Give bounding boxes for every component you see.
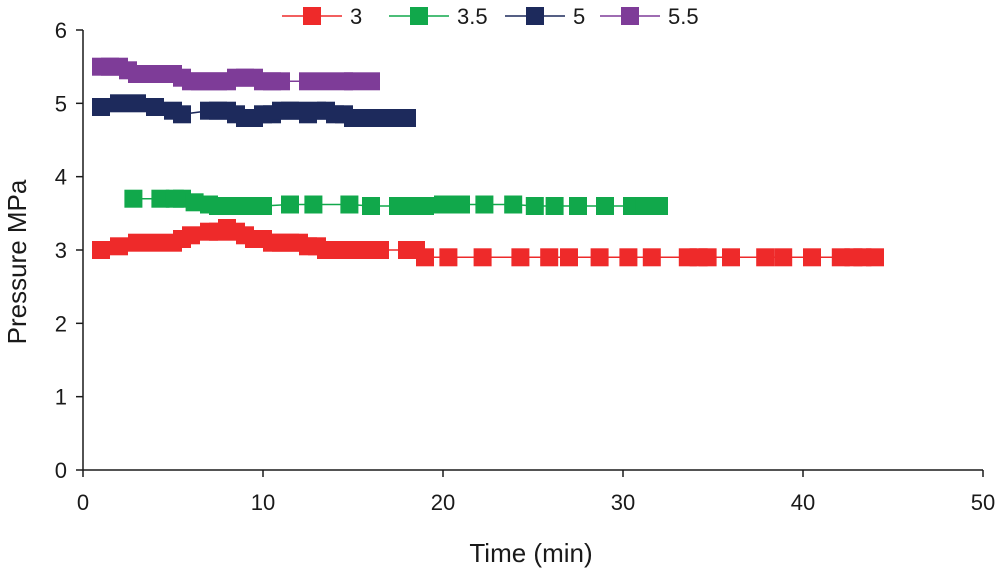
data-point [92,98,110,116]
data-point [254,197,272,215]
data-point [434,195,452,214]
legend-marker [303,7,321,25]
data-point [866,248,884,267]
y-tick-label: 6 [55,18,67,43]
data-point [525,197,544,215]
data-point [504,195,523,214]
data-point [511,248,530,267]
data-point [596,197,614,215]
data-point [317,72,335,91]
data-point [452,195,470,214]
data-point [362,109,380,127]
data-point [362,72,380,91]
x-axis-title: Time (min) [469,538,592,568]
legend-label: 3.5 [457,4,488,29]
plot-area: 0 10 20 30 40 50 0 1 2 3 4 5 6 [55,18,995,515]
data-point [389,197,407,215]
data-point [281,195,299,214]
x-tick-label: 10 [251,490,275,515]
legend-item: 5.5 [600,4,699,29]
data-point [371,241,389,259]
data-point [475,195,494,214]
y-tick-label: 1 [55,385,67,410]
y-tick-label: 4 [55,165,67,190]
data-point [128,233,146,252]
data-point [756,248,775,267]
legend-marker [621,7,639,25]
data-point [590,248,609,267]
x-tick-label: 30 [611,490,635,515]
data-point [540,248,559,267]
data-point [173,105,191,124]
y-tick-label: 5 [55,91,67,116]
data-point [722,248,740,267]
data-point [398,109,416,127]
data-point [272,72,290,91]
data-point [569,197,587,215]
y-tick-label: 2 [55,311,67,336]
data-point [110,237,128,256]
y-axis-ticks: 0 1 2 3 4 5 6 [55,18,83,483]
data-point [124,189,143,208]
data-point [642,248,661,267]
x-tick-label: 50 [971,490,995,515]
data-point [185,193,204,212]
legend-marker [410,7,428,25]
series-3-5 [124,189,668,215]
data-point [151,189,170,208]
data-point [110,94,128,113]
data-point [545,197,564,215]
legend-item: 5 [505,4,585,29]
x-tick-label: 0 [77,490,89,515]
data-point [439,248,458,267]
y-axis-title: Pressure MPa [2,179,32,344]
series-5-5 [92,57,380,91]
data-point [619,248,638,267]
data-point [473,248,492,267]
data-point [299,72,317,91]
series-layer [92,57,884,267]
data-point [560,248,578,267]
series-3 [92,219,884,267]
data-point [92,241,110,259]
data-point [416,248,434,267]
y-tick-label: 0 [55,458,67,483]
legend-label: 3 [350,4,362,29]
legend-marker [526,7,544,25]
data-point [650,197,668,215]
data-point [803,248,821,267]
data-point [698,248,717,267]
series-5 [92,94,416,127]
data-point [362,197,380,215]
data-point [182,226,200,245]
legend-item: 3 [282,4,362,29]
data-point [635,197,654,215]
legend-item: 3.5 [389,4,488,29]
legend: 3 3.5 5 5.5 [282,4,699,29]
data-point [146,233,164,252]
data-point [774,248,793,267]
y-tick-label: 3 [55,238,67,263]
data-point [344,72,362,91]
data-point [344,109,362,127]
data-point [416,197,434,215]
data-point [146,98,164,116]
data-point [340,195,359,214]
x-tick-label: 20 [431,490,455,515]
legend-label: 5 [573,4,585,29]
legend-label: 5.5 [668,4,699,29]
data-point [304,195,323,214]
x-axis-ticks: 0 10 20 30 40 50 [77,470,995,515]
x-tick-label: 40 [791,490,815,515]
data-point [380,109,398,127]
data-point [128,94,146,113]
